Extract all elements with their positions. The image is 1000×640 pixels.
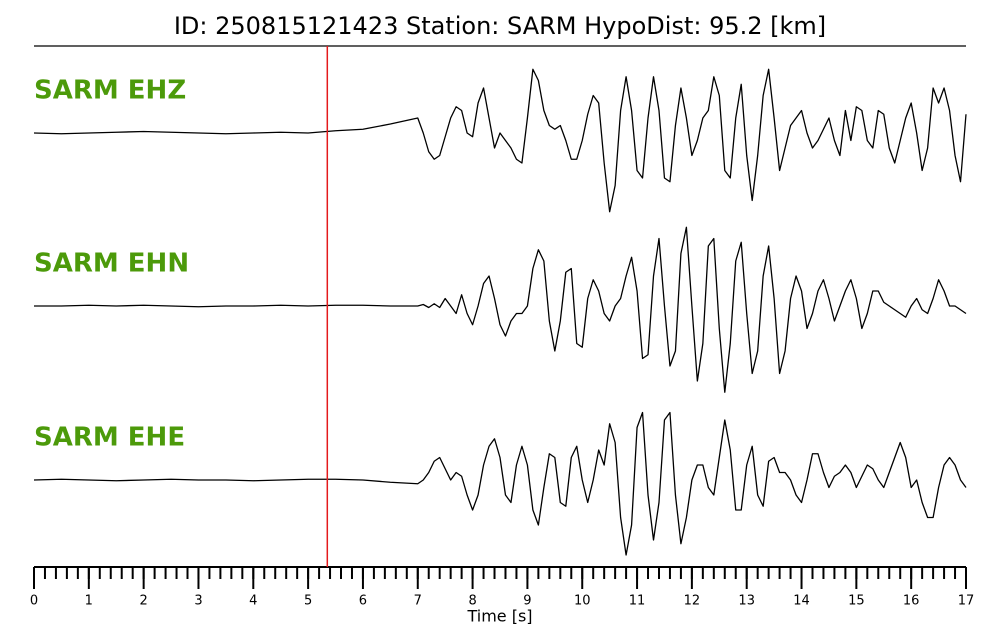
chart-title: ID: 250815121423 Station: SARM HypoDist:… [174, 12, 826, 40]
x-tick-label: 3 [194, 594, 202, 609]
waveform [33, 68, 967, 213]
x-tick-label: 15 [848, 594, 865, 609]
waveform [34, 226, 967, 393]
x-tick-label: 8 [468, 594, 476, 609]
trace-label: SARM EHE [34, 423, 185, 453]
x-tick-label: 10 [574, 594, 591, 609]
x-tick-label: 5 [304, 594, 312, 609]
waveform [33, 411, 967, 556]
trace-label: SARM EHZ [34, 76, 186, 106]
x-tick-label: 4 [249, 594, 257, 609]
x-tick-label: 12 [684, 594, 701, 609]
x-tick-label: 6 [359, 594, 367, 609]
x-tick-label: 17 [958, 594, 975, 609]
x-tick-label: 16 [903, 594, 920, 609]
x-tick-label: 9 [523, 594, 531, 609]
x-tick-label: 7 [414, 594, 422, 609]
x-tick-label: 13 [738, 594, 755, 609]
trace-label: SARM EHN [34, 249, 189, 279]
x-tick-label: 0 [30, 594, 38, 609]
x-tick-label: 1 [85, 594, 93, 609]
x-tick-label: 11 [629, 594, 646, 609]
x-axis-label: Time [s] [466, 607, 532, 626]
x-tick-label: 2 [140, 594, 148, 609]
x-tick-label: 14 [793, 594, 810, 609]
